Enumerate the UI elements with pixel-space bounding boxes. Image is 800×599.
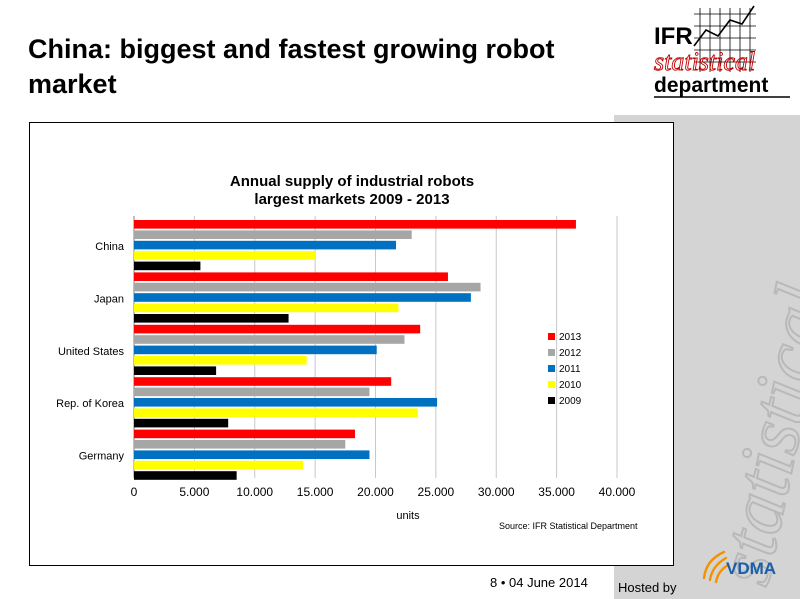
x-tick-label: 5.000 — [179, 485, 209, 499]
legend-swatch-2009 — [548, 397, 555, 404]
category-label: China — [95, 241, 125, 253]
legend-label-2009: 2009 — [559, 396, 582, 407]
x-tick-label: 0 — [131, 485, 138, 499]
bar-germany-2011 — [134, 450, 370, 459]
bar-china-2011 — [134, 240, 397, 250]
bar-rep-of-korea-2010 — [134, 408, 418, 417]
logo-statistical: statistical — [654, 47, 755, 76]
bar-germany-2010 — [134, 460, 304, 470]
bar-chart: China Japan United States Rep. of Korea Germ… — [56, 173, 638, 531]
bar-china-2013 — [134, 220, 576, 229]
bar-germany-2013 — [134, 429, 355, 439]
x-tick-labels: 0 5.000 10.000 15.000 20.000 25.000 30.000 35.0… — [131, 485, 636, 499]
bars — [134, 220, 576, 480]
category-label: United States — [58, 346, 125, 358]
vdma-arc-icon — [702, 550, 730, 584]
legend-swatch-2013 — [548, 333, 555, 340]
bar-united-states-2013 — [134, 324, 421, 334]
bar-japan-2012 — [134, 282, 481, 292]
legend-label-2013: 2013 — [559, 332, 582, 343]
slide-title: China: biggest and fastest growing robot… — [28, 34, 555, 99]
hosted-by-label: Hosted by — [618, 580, 677, 595]
footer-page-date: 8 • 04 June 2014 — [490, 575, 588, 590]
bar-united-states-2009 — [134, 366, 217, 375]
bar-united-states-2012 — [134, 335, 405, 344]
logo-ifr: IFR — [654, 23, 693, 50]
bar-rep-of-korea-2011 — [134, 398, 438, 407]
logo-grid-icon — [693, 5, 756, 72]
legend-label-2012: 2012 — [559, 348, 582, 359]
bar-germany-2009 — [134, 471, 237, 480]
bar-china-2012 — [134, 230, 412, 239]
category-labels: China Japan United States Rep. of Korea Germ… — [56, 241, 125, 463]
bar-china-2009 — [134, 261, 201, 271]
bar-germany-2012 — [134, 440, 346, 449]
legend-swatch-2010 — [548, 381, 555, 388]
chart-title-line-1: Annual supply of industrial robots — [230, 173, 474, 190]
chart-frame — [29, 122, 674, 566]
bar-japan-2009 — [134, 314, 289, 323]
x-tick-label: 20.000 — [357, 485, 394, 499]
legend-swatch-2011 — [548, 365, 555, 372]
bar-japan-2011 — [134, 293, 471, 302]
chart-title-line-2: largest markets 2009 - 2013 — [254, 191, 449, 208]
bar-rep-of-korea-2013 — [134, 377, 392, 386]
x-tick-label: 15.000 — [297, 485, 334, 499]
category-label: Japan — [94, 293, 124, 305]
vdma-logo: VDMA — [702, 550, 776, 584]
bar-rep-of-korea-2012 — [134, 387, 370, 397]
legend-label-2010: 2010 — [559, 380, 582, 391]
x-axis-label: units — [396, 510, 420, 522]
bar-japan-2010 — [134, 303, 399, 313]
x-tick-label: 40.000 — [599, 485, 636, 499]
ifr-logo: IFR statistical department — [614, 0, 800, 115]
legend: 2013 2012 2011 2010 2009 — [548, 332, 582, 407]
category-label: Germany — [79, 451, 125, 463]
statistical-watermark: statistical — [698, 276, 800, 593]
source-note: Source: IFR Statistical Department — [499, 521, 638, 531]
bar-united-states-2010 — [134, 356, 307, 365]
bar-rep-of-korea-2009 — [134, 418, 229, 428]
legend-label-2011: 2011 — [559, 364, 581, 375]
x-tick-label: 25.000 — [418, 485, 455, 499]
legend-swatch-2012 — [548, 349, 555, 356]
bar-japan-2013 — [134, 272, 448, 281]
vdma-text: VDMA — [726, 559, 776, 578]
logo-department: department — [654, 74, 768, 97]
x-tick-label: 35.000 — [538, 485, 575, 499]
bar-united-states-2011 — [134, 345, 377, 355]
ifr-logo-graphic: IFR statistical department — [654, 5, 790, 98]
x-tick-label: 10.000 — [236, 485, 273, 499]
category-label: Rep. of Korea — [56, 398, 125, 410]
bar-china-2010 — [134, 251, 316, 260]
x-tick-label: 30.000 — [478, 485, 515, 499]
